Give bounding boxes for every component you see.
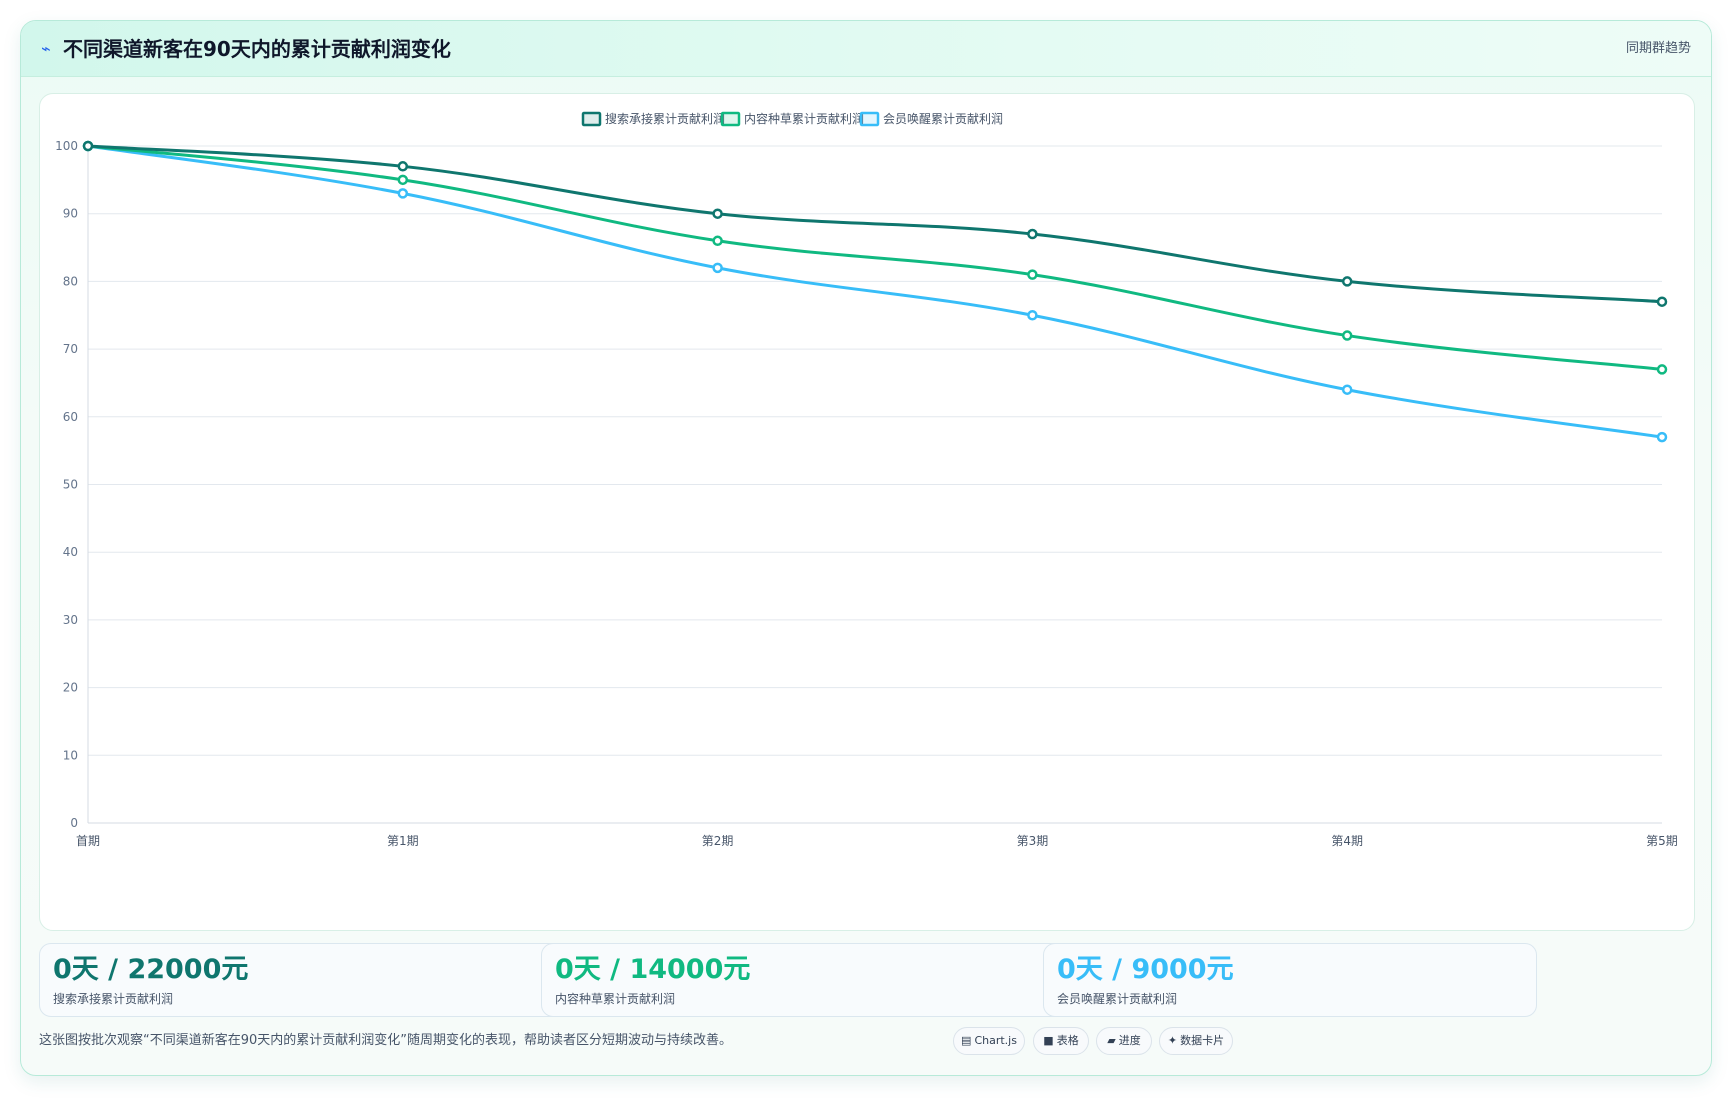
x-tick-label: 第5期 [1646, 834, 1678, 848]
x-tick-label: 第1期 [387, 834, 419, 848]
stat-card-search: 0天 / 22000元 搜索承接累计贡献利润 [39, 943, 583, 1017]
data-point [712, 208, 723, 219]
series-line [86, 144, 1664, 304]
stat-value: 0天 / 22000元 [53, 954, 249, 985]
header-badge: 同期群趋势 [1625, 41, 1691, 56]
x-tick-label: 第4期 [1331, 834, 1363, 848]
y-tick-label: 0 [70, 816, 78, 830]
y-tick-label: 90 [63, 207, 78, 221]
data-point [712, 235, 723, 247]
y-tick-label: 50 [63, 478, 78, 492]
chart-panel: 0 10 20 30 40 50 60 70 80 90 100 首期 第1期 第2期 第3期 第4期 第5期 搜… [39, 93, 1695, 931]
legend-swatch [581, 111, 602, 127]
page-title: 不同渠道新客在90天内的累计贡献利润变化 [63, 37, 451, 61]
x-tick-label: 第3期 [1017, 834, 1049, 848]
data-point [1656, 296, 1668, 307]
tag-label: 进度 [1118, 1034, 1141, 1047]
stat-label: 会员唤醒累计贡献利润 [1057, 992, 1178, 1006]
tag-label: 数据卡片 [1180, 1034, 1225, 1047]
series-line [86, 144, 1664, 439]
y-tick-label: 20 [63, 681, 78, 695]
data-point [397, 174, 409, 186]
stat-value: 0天 / 14000元 [555, 954, 751, 985]
y-tick-label: 30 [63, 613, 78, 627]
tag-data-card[interactable]: ✦ 数据卡片 [1159, 1027, 1233, 1055]
trend-icon: ⌁ [41, 39, 51, 58]
tag-label: Chart.js [974, 1034, 1017, 1047]
data-point [1027, 228, 1038, 240]
stat-value: 0天 / 9000元 [1057, 954, 1234, 985]
footer-note: 这张图按批次观察“不同渠道新客在90天内的累计贡献利润变化”随周期变化的表现，帮… [39, 1033, 733, 1048]
y-tick-label: 10 [63, 748, 78, 762]
legend-swatch [859, 111, 880, 127]
legend-label: 会员唤醒累计贡献利润 [883, 111, 1003, 126]
data-point [397, 188, 409, 199]
x-tick-label: 第2期 [702, 834, 734, 848]
data-point [397, 161, 409, 172]
data-point [1341, 276, 1353, 287]
x-tick-label: 首期 [76, 834, 100, 848]
table-icon: ■ [1043, 1034, 1054, 1047]
line-chart: 0 10 20 30 40 50 60 70 80 90 100 首期 第1期 第2期 第3期 第4期 第5期 搜… [55, 111, 1678, 848]
chart-icon: ▤ [961, 1034, 972, 1047]
tag-progress[interactable]: ▰ 进度 [1096, 1027, 1152, 1055]
data-point [712, 262, 723, 274]
data-point [1341, 384, 1353, 395]
y-tick-label: 40 [63, 545, 78, 559]
tag-chartjs[interactable]: ▤ Chart.js [953, 1027, 1025, 1055]
legend-label: 搜索承接累计贡献利润 [605, 111, 725, 126]
stat-cards: 0天 / 22000元 搜索承接累计贡献利润 0天 / 14000元 内容种草累… [39, 943, 1695, 1017]
y-tick-label: 60 [63, 410, 78, 424]
data-point [82, 140, 94, 152]
legend-swatch [720, 111, 741, 127]
data-point [1027, 269, 1038, 280]
stat-label: 内容种草累计贡献利润 [555, 992, 676, 1006]
stat-label: 搜索承接累计贡献利润 [53, 992, 174, 1006]
data-point [1656, 364, 1668, 375]
data-point [1656, 431, 1668, 443]
tag-label: 表格 [1056, 1034, 1079, 1047]
tag-table[interactable]: ■ 表格 [1033, 1027, 1089, 1055]
sparkle-icon: ✦ [1167, 1034, 1178, 1047]
legend-label: 内容种草累计贡献利润 [744, 111, 864, 126]
y-tick-label: 70 [63, 342, 78, 356]
progress-icon: ▰ [1107, 1034, 1116, 1047]
stat-card-content: 0天 / 14000元 内容种草累计贡献利润 [541, 943, 1085, 1017]
series-line [86, 144, 1664, 371]
data-point [1341, 330, 1353, 341]
card-header: ⌁ 不同渠道新客在90天内的累计贡献利润变化 同期群趋势 [21, 21, 1711, 77]
stat-card-member: 0天 / 9000元 会员唤醒累计贡献利润 [1043, 943, 1537, 1017]
data-point [1027, 310, 1038, 321]
y-tick-label: 100 [55, 139, 78, 153]
y-tick-label: 80 [63, 274, 78, 288]
chart-card: ⌁ 不同渠道新客在90天内的累计贡献利润变化 同期群趋势 0 10 20 30 40 50… [20, 20, 1712, 1076]
